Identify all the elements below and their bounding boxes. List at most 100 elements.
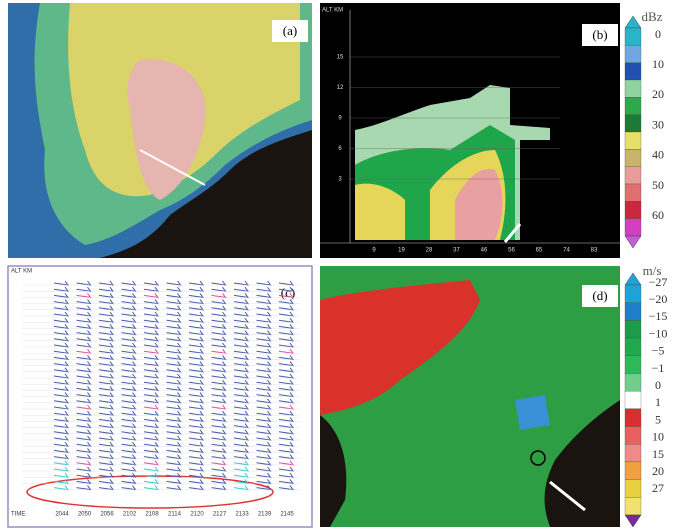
colorbar-label: −15: [649, 309, 668, 323]
colorbar-label: 0: [655, 27, 661, 41]
colorbar-segment: [624, 355, 642, 374]
colorbar-segment: [624, 461, 642, 480]
x-tick-label: 2108: [145, 512, 159, 518]
panel-a: (a): [8, 3, 313, 258]
colorbar-cap: [624, 514, 642, 528]
colorbar-segment: [624, 183, 642, 202]
y-tick-label: 9: [338, 116, 342, 122]
colorbar-segment: [624, 426, 642, 445]
colorbar-label: −27: [649, 275, 668, 289]
panel-d: (d): [320, 266, 620, 527]
colorbar-segment: [624, 218, 642, 237]
colorbar-segment: [624, 337, 642, 356]
colorbar-label: 1: [655, 395, 661, 409]
label-box: [272, 20, 308, 42]
colorbar-label: 0: [655, 378, 661, 392]
colorbar-segment: [624, 320, 642, 339]
colorbar-segment: [624, 114, 642, 133]
x-tick-label: 37: [453, 248, 460, 254]
x-tick-label: 9: [372, 248, 376, 254]
colorbar-label: 27: [652, 481, 664, 495]
colorbar-segment: [624, 408, 642, 427]
colorbar-label: 60: [652, 208, 664, 222]
colorbar-segment: [624, 444, 642, 463]
panel-c: ALT KM TIME (c) 2044 2050 2056 2102 2108 2114…: [7, 265, 313, 528]
x-tick-label: 2133: [235, 512, 249, 518]
colorbar-label: −1: [652, 361, 665, 375]
colorbar-label: 30: [652, 117, 664, 131]
x-tick-label: 65: [536, 248, 543, 254]
colorbar-cap: [624, 15, 642, 29]
colorbar-segment: [624, 497, 642, 516]
no-echo: [320, 415, 347, 527]
echo-red: [320, 280, 480, 415]
axis-title: TIME: [11, 512, 25, 518]
y-tick-label: 3: [338, 177, 342, 183]
panel-label: (b): [592, 27, 607, 42]
panel-label: (a): [283, 23, 297, 38]
x-tick-label: 2050: [78, 512, 92, 518]
colorbar-label: 40: [652, 148, 664, 162]
label-box: [582, 24, 618, 46]
arrow: [503, 223, 522, 243]
no-echo: [544, 400, 620, 527]
y-tick-label: 15: [337, 55, 344, 61]
colorbar-label: −20: [649, 292, 668, 306]
label-box: [270, 282, 306, 304]
x-tick-label: 28: [426, 248, 433, 254]
colorbar-label: 15: [652, 447, 664, 461]
x-tick-label: 74: [563, 248, 570, 254]
colorbar-label: 50: [652, 178, 664, 192]
axis-title: ALT KM: [322, 8, 343, 14]
colorbar-cap: [624, 235, 642, 249]
colorbar-segment: [624, 79, 642, 98]
colorbar-label: 10: [652, 57, 664, 71]
x-tick-label: 19: [398, 248, 405, 254]
colorbar-label: 20: [652, 464, 664, 478]
colorbar-segment: [624, 62, 642, 81]
colorbar-segment: [624, 27, 642, 46]
colorbar-segment: [624, 302, 642, 321]
x-tick-label: 83: [591, 248, 598, 254]
x-tick-label: 2120: [190, 512, 204, 518]
colorbar-label: −5: [652, 344, 665, 358]
colorbar-label: −10: [649, 326, 668, 340]
colorbar-label: 5: [655, 412, 661, 426]
colorbar-segment: [624, 149, 642, 167]
colorbar-label: 10: [652, 430, 664, 444]
colorbar-segment: [624, 45, 642, 63]
y-tick-label: 6: [338, 146, 342, 152]
arrow: [549, 480, 586, 512]
colorbar-label: 20: [652, 87, 664, 101]
colorbar-segment: [624, 131, 642, 150]
echo-pink: [127, 59, 206, 201]
echo-pink: [455, 169, 503, 240]
x-tick-label: 2114: [168, 512, 182, 518]
colorbar-segment: [624, 391, 642, 409]
colorbar-segment: [624, 201, 642, 219]
colorbar-unit: m/s: [643, 263, 662, 278]
x-tick-label: 46: [481, 248, 488, 254]
axis-title: ALT KM: [11, 269, 32, 275]
x-tick-label: 56: [508, 248, 515, 254]
section-line: [139, 149, 206, 186]
colorbar-cap: [624, 272, 642, 286]
echo-blue: [515, 395, 550, 430]
colorbar-segment: [624, 166, 642, 185]
x-tick-label: 2139: [258, 512, 272, 518]
colorbar-segment: [624, 479, 642, 498]
x-tick-label: 2145: [280, 512, 294, 518]
colorbar-segment: [624, 284, 642, 303]
label-box: [582, 285, 618, 307]
colorbar-segment: [624, 373, 642, 392]
panel-b: ALT KM (b): [320, 3, 620, 258]
panel-label: (d): [592, 288, 607, 303]
x-tick-label: 2044: [55, 512, 69, 518]
x-tick-label: 2056: [100, 512, 114, 518]
x-tick-label: 2127: [213, 512, 227, 518]
colorbar-unit: dBz: [642, 9, 663, 24]
colorbar-segment: [624, 97, 642, 115]
x-tick-label: 2102: [123, 512, 137, 518]
marker-circle: [530, 450, 546, 466]
